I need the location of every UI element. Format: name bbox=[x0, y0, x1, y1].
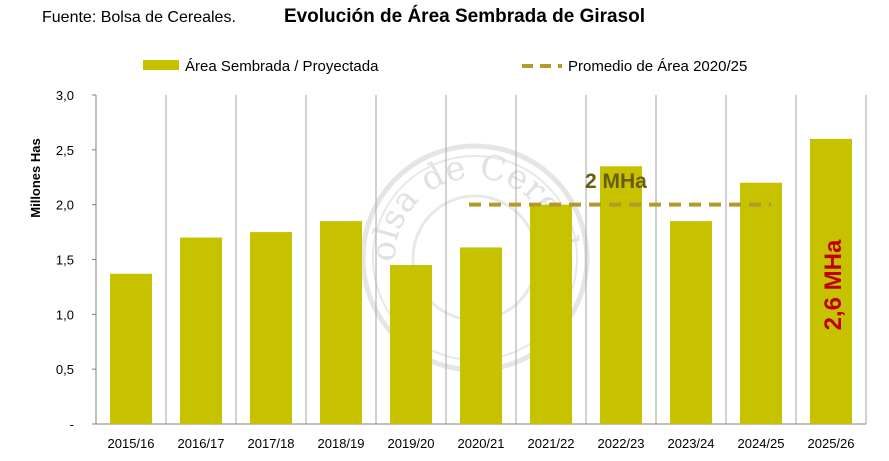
legend-bar-label: Área Sembrada / Proyectada bbox=[185, 58, 379, 75]
y-tick-label: - bbox=[70, 417, 74, 432]
x-tick-label: 2025/26 bbox=[808, 436, 855, 451]
y-tick-label: 3,0 bbox=[56, 88, 74, 103]
bar bbox=[530, 204, 572, 424]
average-annotation: 2 MHa bbox=[585, 170, 647, 193]
y-tick-label: 0,5 bbox=[56, 362, 74, 377]
bar bbox=[320, 221, 362, 424]
bar bbox=[740, 182, 782, 424]
watermark-text: Bolsa de Cereales bbox=[0, 0, 585, 263]
bar bbox=[670, 221, 712, 424]
source-note: Fuente: Bolsa de Cereales. bbox=[42, 9, 236, 26]
projection-annotation: 2,6 MHa bbox=[820, 239, 847, 330]
bar bbox=[460, 247, 502, 424]
bar bbox=[250, 232, 292, 424]
bar-series bbox=[110, 138, 852, 425]
bar bbox=[110, 273, 152, 424]
x-tick-label: 2021/22 bbox=[528, 436, 575, 451]
x-tick-label: 2023/24 bbox=[668, 436, 715, 451]
x-tick-label: 2017/18 bbox=[248, 436, 295, 451]
y-tick-label: 1,5 bbox=[56, 253, 74, 268]
chart-title: Evolución de Área Sembrada de Girasol bbox=[283, 6, 646, 27]
x-tick-label: 2020/21 bbox=[458, 436, 505, 451]
legend-bar-swatch bbox=[143, 60, 179, 70]
x-tick-label: 2015/16 bbox=[108, 436, 155, 451]
bar bbox=[600, 166, 642, 425]
x-tick-labels: 2015/16 2016/17 2017/18 2018/19 2019/20 2020/… bbox=[108, 436, 855, 451]
legend-line-label: Promedio de Área 2020/25 bbox=[568, 58, 747, 75]
bar bbox=[180, 237, 222, 424]
y-axis-label: Millones Has bbox=[28, 138, 43, 217]
y-tick-labels: - 0,5 1,0 1,5 2,0 2,5 3,0 bbox=[56, 88, 74, 432]
x-tick-label: 2016/17 bbox=[178, 436, 225, 451]
x-tick-label: 2024/25 bbox=[738, 436, 785, 451]
y-tick-label: 2,0 bbox=[56, 198, 74, 213]
x-tick-label: 2018/19 bbox=[318, 436, 365, 451]
x-tick-label: 2022/23 bbox=[598, 436, 645, 451]
legend: Área Sembrada / Proyectada Promedio de Á… bbox=[143, 58, 747, 75]
bar bbox=[390, 264, 432, 424]
y-tick-label: 1,0 bbox=[56, 307, 74, 322]
bar bbox=[810, 138, 852, 424]
y-tick-label: 2,5 bbox=[56, 143, 74, 158]
x-tick-label: 2019/20 bbox=[388, 436, 435, 451]
